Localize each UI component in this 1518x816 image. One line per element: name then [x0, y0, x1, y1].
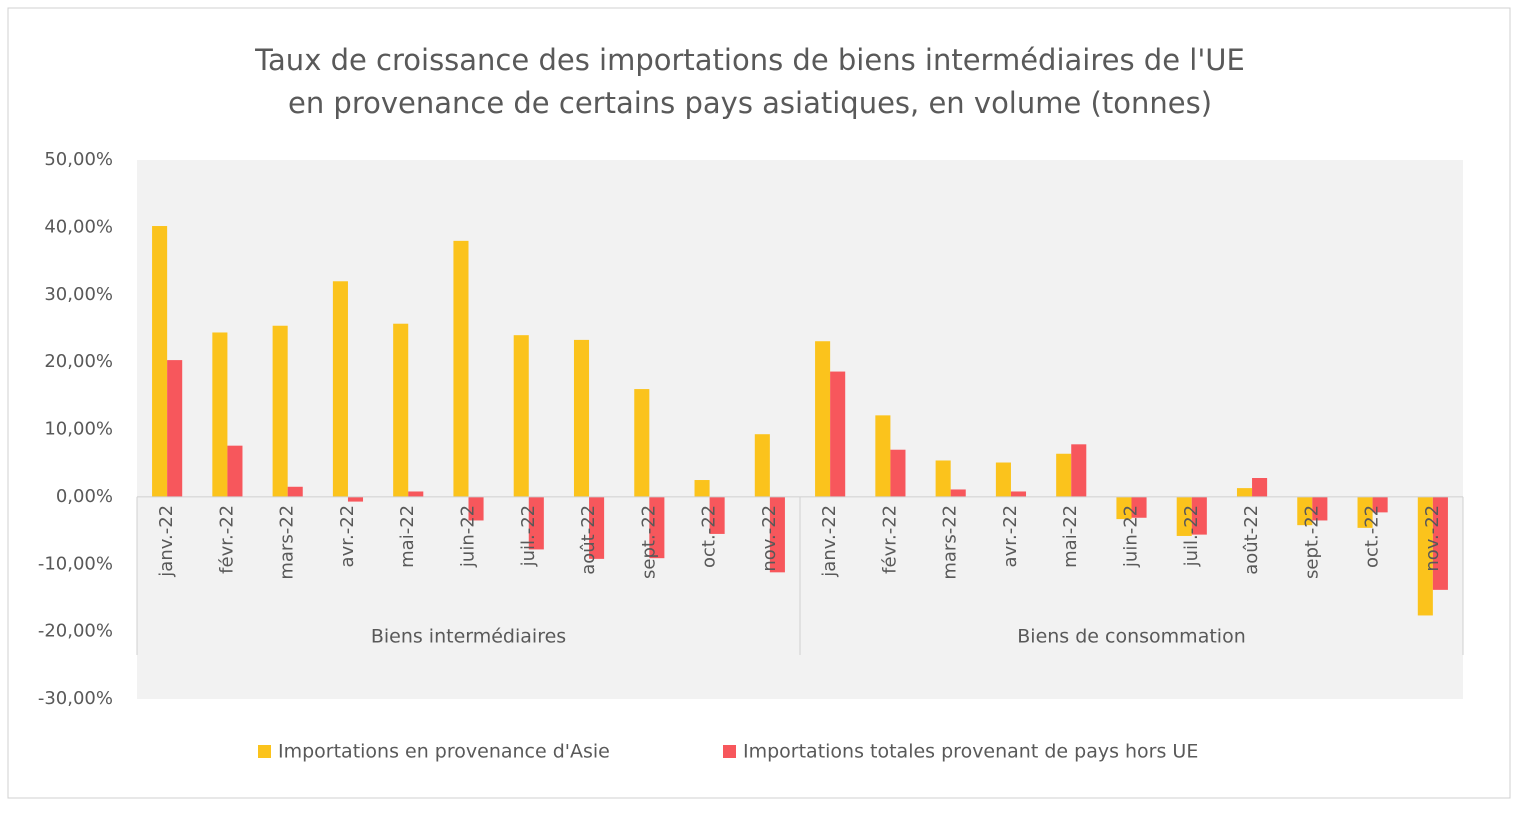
x-tick-label: janv.-22: [819, 505, 840, 578]
bar: [528, 496, 544, 550]
legend-swatch: [258, 745, 271, 758]
x-tick-label: juil.-22: [1181, 505, 1202, 568]
y-tick-label: 40,00%: [44, 216, 113, 237]
bar: [1176, 496, 1192, 536]
bar: [1297, 496, 1313, 526]
x-tick-label: oct.-22: [699, 505, 720, 568]
bar: [1131, 496, 1147, 518]
legend-label: Importations en provenance d'Asie: [278, 741, 610, 763]
x-tick-label: avr.-22: [337, 505, 358, 568]
legend-label: Importations totales provenant de pays h…: [743, 741, 1198, 763]
x-tick-label: mai-22: [1060, 505, 1081, 568]
bar: [272, 325, 288, 497]
y-tick-label: 10,00%: [44, 419, 113, 440]
bar: [513, 335, 529, 497]
x-tick-label: févr.-22: [216, 505, 237, 574]
x-tick-label: août-22: [1241, 505, 1262, 575]
bar: [573, 339, 590, 497]
bar: [589, 496, 605, 559]
y-tick-label: -20,00%: [38, 621, 113, 642]
bar: [890, 449, 906, 497]
bar: [1252, 478, 1268, 497]
bar: [212, 332, 228, 497]
legend-swatch: [723, 745, 736, 758]
x-tick-label: juin-22: [1121, 505, 1142, 568]
bar: [649, 496, 665, 559]
group-label: Biens intermédiaires: [371, 626, 566, 648]
bar: [1357, 496, 1373, 528]
bar: [332, 281, 348, 497]
y-tick-label: -30,00%: [38, 688, 113, 709]
bar: [995, 462, 1011, 497]
y-tick-label: 0,00%: [56, 486, 113, 507]
bar: [152, 226, 168, 497]
group-label: Biens de consommation: [1017, 626, 1245, 648]
bar: [830, 371, 846, 497]
chart-title: Taux de croissance des importations de b…: [254, 43, 1245, 77]
x-tick-label: mars-22: [940, 505, 961, 580]
bar: [468, 496, 484, 521]
bar: [393, 323, 409, 497]
bar: [935, 460, 951, 497]
x-tick-label: avr.-22: [1000, 505, 1021, 568]
x-tick-label: janv.-22: [156, 505, 177, 578]
bar: [769, 496, 785, 573]
x-tick-label: mai-22: [397, 505, 418, 568]
x-tick-label: nov.-22: [1422, 505, 1443, 572]
bar: [1071, 444, 1087, 497]
x-tick-label: oct.-22: [1362, 505, 1383, 568]
y-tick-label: -10,00%: [38, 553, 113, 574]
bar: [408, 491, 424, 497]
x-tick-label: juin-22: [458, 505, 479, 568]
bar: [1056, 453, 1072, 497]
bar: [1010, 491, 1027, 497]
bar: [1432, 496, 1448, 590]
bar: [754, 434, 770, 497]
bar: [815, 341, 831, 497]
bar: [634, 389, 650, 497]
y-tick-label: 50,00%: [44, 149, 113, 170]
bar: [1372, 496, 1388, 513]
x-tick-label: févr.-22: [879, 505, 900, 574]
y-tick-label: 20,00%: [44, 351, 113, 372]
bar: [1236, 488, 1253, 497]
x-tick-label: juil.-22: [518, 505, 539, 568]
x-tick-label: sept.-22: [638, 505, 659, 579]
bar: [1312, 496, 1328, 521]
bar: [1417, 496, 1433, 616]
bar: [287, 486, 303, 497]
chart-title: en provenance de certains pays asiatique…: [288, 86, 1212, 120]
bar: [347, 496, 364, 502]
bar: [1116, 496, 1132, 520]
bar: [950, 489, 966, 497]
y-tick-label: 30,00%: [44, 284, 113, 305]
bar: [167, 360, 183, 497]
x-tick-label: sept.-22: [1301, 505, 1322, 579]
bar: [453, 240, 469, 497]
x-tick-label: août-22: [578, 505, 599, 575]
bar: [694, 480, 710, 497]
bar: [1191, 496, 1207, 535]
x-tick-label: nov.-22: [759, 505, 780, 572]
bar: [875, 415, 891, 497]
bar: [709, 496, 725, 534]
x-tick-label: mars-22: [277, 505, 298, 580]
bar: [227, 445, 243, 497]
